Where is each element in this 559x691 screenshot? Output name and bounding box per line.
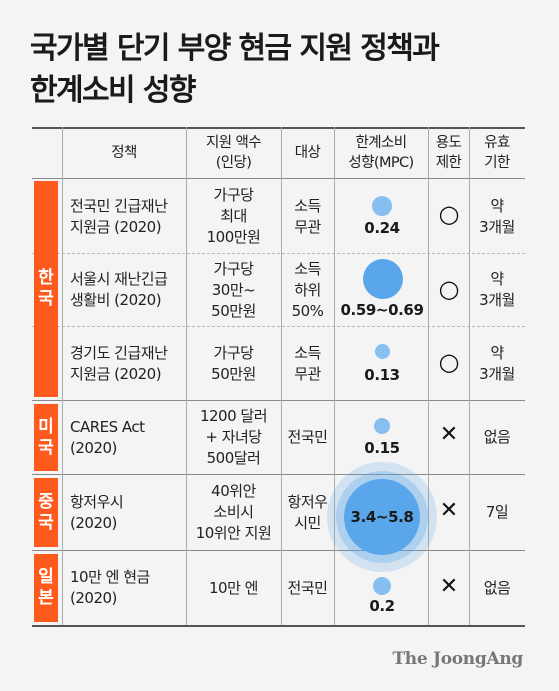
row-divider bbox=[32, 400, 525, 401]
header-validity: 유효 기한 bbox=[484, 135, 510, 171]
policy-cell: 10만 엔 현금 (2020) bbox=[70, 568, 150, 607]
policy-cell: CARES Act (2020) bbox=[70, 417, 145, 457]
restriction-no-icon: ✕ bbox=[439, 574, 459, 599]
amount-cell: 10만 엔 bbox=[209, 578, 258, 597]
target-cell: 항저우 시민 bbox=[287, 492, 328, 532]
validity-cell: 없음 bbox=[483, 428, 511, 446]
country-label-china: 중 국 bbox=[34, 478, 58, 547]
policy-cell: 항저우시 (2020) bbox=[70, 492, 124, 532]
target-cell: 소득 하위 50% bbox=[291, 259, 324, 320]
column-divider bbox=[186, 127, 187, 625]
amount-cell: 1200 달러 + 자녀당 500달러 bbox=[199, 407, 268, 467]
table-bottom-rule bbox=[32, 625, 525, 627]
title-line-1: 국가별 단기 부양 현금 지원 정책과 bbox=[30, 31, 440, 66]
amount-cell: 가구당 30만~ 50만원 bbox=[211, 259, 256, 320]
column-divider bbox=[334, 127, 335, 625]
page-title: 국가별 단기 부양 현금 지원 정책과 한계소비 성향 bbox=[30, 28, 440, 112]
amount-cell: 40위안 소비시 10위안 지원 bbox=[195, 482, 272, 542]
validity-cell: 약 3개월 bbox=[479, 270, 515, 309]
country-label-korea: 한 국 bbox=[34, 181, 58, 397]
row-divider bbox=[32, 253, 525, 254]
restriction-yes-icon: ○ bbox=[438, 275, 460, 303]
validity-cell: 없음 bbox=[483, 578, 511, 597]
mpc-bubble bbox=[374, 418, 390, 434]
target-cell: 전국민 bbox=[287, 428, 328, 446]
restriction-yes-icon: ○ bbox=[438, 348, 460, 376]
mpc-bubble bbox=[375, 344, 390, 359]
header-rule bbox=[32, 178, 525, 179]
mpc-value: 0.2 bbox=[369, 597, 395, 615]
column-divider bbox=[469, 127, 470, 625]
policy-cell: 전국민 긴급재난 지원금 (2020) bbox=[70, 196, 168, 236]
target-cell: 소득 무관 bbox=[294, 196, 321, 236]
country-label-japan: 일 본 bbox=[34, 554, 58, 622]
country-label-us: 미 국 bbox=[34, 404, 58, 471]
mpc-value: 3.4~5.8 bbox=[350, 508, 414, 526]
validity-cell: 약 3개월 bbox=[479, 343, 515, 383]
header-restriction: 용도 제한 bbox=[435, 135, 462, 171]
restriction-yes-icon: ○ bbox=[438, 200, 460, 228]
mpc-value: 0.24 bbox=[364, 219, 400, 237]
amount-cell: 가구당 50만원 bbox=[211, 343, 256, 383]
title-line-2: 한계소비 성향 bbox=[30, 73, 196, 108]
mpc-value: 0.13 bbox=[364, 366, 400, 384]
policy-cell: 서울시 재난긴급 생활비 (2020) bbox=[70, 270, 168, 309]
policy-cell: 경기도 긴급재난 지원금 (2020) bbox=[70, 343, 168, 383]
mpc-bubble bbox=[363, 259, 403, 299]
column-divider bbox=[281, 127, 282, 625]
mpc-bubble bbox=[372, 196, 392, 216]
header-amount: 지원 액수 (인당) bbox=[206, 135, 262, 171]
publisher-logo: The JoongAng bbox=[392, 649, 523, 669]
validity-cell: 약 3개월 bbox=[479, 196, 515, 236]
target-cell: 소득 무관 bbox=[294, 343, 321, 383]
validity-cell: 7일 bbox=[485, 503, 509, 521]
table-top-rule bbox=[32, 127, 525, 129]
mpc-value: 0.59~0.69 bbox=[340, 301, 424, 319]
restriction-no-icon: ✕ bbox=[439, 498, 459, 523]
row-divider bbox=[32, 326, 525, 327]
target-cell: 전국민 bbox=[287, 578, 328, 597]
row-divider bbox=[32, 550, 525, 551]
mpc-bubble bbox=[344, 479, 420, 555]
column-divider bbox=[428, 127, 429, 625]
column-divider bbox=[62, 127, 63, 625]
row-divider bbox=[32, 474, 525, 475]
header-mpc: 한계소비 성향(MPC) bbox=[348, 135, 414, 171]
mpc-value: 0.15 bbox=[364, 439, 400, 457]
mpc-bubble bbox=[373, 577, 391, 595]
amount-cell: 가구당 최대 100만원 bbox=[206, 186, 261, 246]
restriction-no-icon: ✕ bbox=[439, 422, 459, 447]
header-policy: 정책 bbox=[111, 145, 137, 161]
header-target: 대상 bbox=[294, 145, 321, 161]
